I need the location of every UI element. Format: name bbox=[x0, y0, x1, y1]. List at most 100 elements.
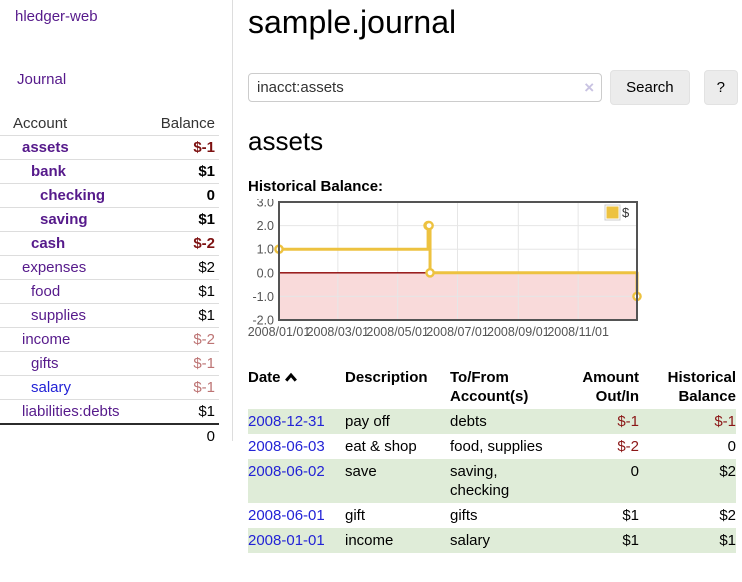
register-accounts: debts bbox=[450, 413, 487, 430]
transaction-date-link[interactable]: 2008-12-31 bbox=[248, 413, 325, 430]
register-date-cell: 2008-01-01 bbox=[248, 528, 345, 553]
register-col-date-label: Date bbox=[248, 369, 281, 386]
register-description: save bbox=[345, 463, 377, 480]
register-accounts: gifts bbox=[450, 507, 478, 524]
svg-text:3.0: 3.0 bbox=[257, 199, 274, 210]
svg-text:2008/03/01: 2008/03/01 bbox=[307, 325, 370, 339]
register-col-balance: Historical Balance bbox=[667, 369, 736, 405]
register-accounts: saving, checking bbox=[450, 463, 510, 499]
register-amount: 0 bbox=[630, 463, 639, 480]
svg-text:-1.0: -1.0 bbox=[252, 290, 274, 304]
account-link[interactable]: checking bbox=[40, 187, 106, 204]
account-row: bank $1 bbox=[0, 159, 219, 184]
register-amount: $-1 bbox=[617, 413, 639, 430]
account-row: assets $-1 bbox=[0, 135, 219, 160]
register-date-cell: 2008-06-03 bbox=[248, 434, 345, 459]
search-help-button[interactable]: ? bbox=[703, 70, 738, 105]
account-name-cell: gifts bbox=[0, 351, 159, 376]
historical-balance-chart: 3.0 2.0 1.0 0.0 -1.0 -2.02008/01/012008/03/01… bbox=[248, 199, 642, 339]
account-link[interactable]: expenses bbox=[22, 259, 87, 276]
transaction-date-link[interactable]: 2008-01-01 bbox=[248, 532, 325, 549]
account-link[interactable]: cash bbox=[31, 235, 66, 252]
accounts-total-row: 0 bbox=[0, 423, 219, 448]
account-name-cell: liabilities:debts bbox=[0, 399, 159, 424]
data-point-marker bbox=[425, 268, 435, 278]
app-title-link[interactable]: hledger-web bbox=[15, 8, 98, 25]
transaction-date-link[interactable]: 2008-06-02 bbox=[248, 463, 325, 480]
register-col-date[interactable]: Date bbox=[248, 365, 345, 409]
sidebar-item-journal[interactable]: Journal bbox=[17, 71, 67, 88]
account-row: cash $-2 bbox=[0, 231, 219, 256]
register-accounts: food, supplies bbox=[450, 438, 543, 455]
sidebar: hledger-web Journal Account Balance asse… bbox=[0, 0, 233, 448]
account-name-cell: assets bbox=[0, 135, 159, 160]
register-header-row: Date Description To/From Account(s) Amou… bbox=[248, 365, 736, 409]
svg-text:2008/01/01: 2008/01/01 bbox=[248, 325, 310, 339]
account-link[interactable]: food bbox=[31, 283, 61, 300]
register-balance: 0 bbox=[727, 438, 736, 455]
register-row: 2008-01-01 income salary $1 $1 bbox=[248, 528, 736, 553]
account-balance: $-1 bbox=[159, 375, 219, 400]
register-col-amount: Amount Out/In bbox=[582, 369, 639, 405]
search-bar: × Search ? bbox=[248, 70, 738, 105]
account-link[interactable]: supplies bbox=[31, 307, 87, 324]
svg-text:2008/09/01: 2008/09/01 bbox=[487, 325, 550, 339]
transaction-date-link[interactable]: 2008-06-01 bbox=[248, 507, 325, 524]
register-date-cell: 2008-06-01 bbox=[248, 503, 345, 528]
sort-ascending-icon bbox=[284, 369, 298, 386]
legend-label: $ bbox=[622, 205, 630, 220]
register-amount: $-2 bbox=[617, 438, 639, 455]
clear-search-icon[interactable]: × bbox=[584, 77, 595, 97]
account-name-cell: salary bbox=[0, 375, 159, 400]
account-balance: $2 bbox=[159, 255, 219, 280]
account-name-cell: checking bbox=[0, 183, 159, 208]
accounts-col-account: Account bbox=[13, 115, 68, 132]
plot-border bbox=[278, 201, 638, 321]
register-description: pay off bbox=[345, 413, 390, 430]
page-title: sample.journal bbox=[248, 4, 457, 40]
search-button[interactable]: Search bbox=[610, 70, 690, 105]
register-col-description: Description bbox=[345, 369, 428, 386]
account-link[interactable]: gifts bbox=[31, 355, 59, 372]
account-row: salary $-1 bbox=[0, 375, 219, 400]
account-balance: $-1 bbox=[159, 135, 219, 160]
accounts-col-balance: Balance bbox=[160, 115, 215, 132]
account-row: liabilities:debts $1 bbox=[0, 399, 219, 424]
data-point-marker bbox=[424, 220, 434, 231]
account-name-cell: bank bbox=[0, 159, 159, 184]
svg-text:1.0: 1.0 bbox=[257, 243, 274, 257]
search-input[interactable] bbox=[248, 73, 603, 102]
svg-text:2008/05/01: 2008/05/01 bbox=[366, 325, 429, 339]
register-table: Date Description To/From Account(s) Amou… bbox=[248, 365, 736, 553]
account-name-cell: saving bbox=[0, 207, 159, 232]
account-heading: assets bbox=[248, 126, 324, 156]
account-row: expenses $2 bbox=[0, 255, 219, 280]
accounts-header-row: Account Balance bbox=[0, 112, 219, 136]
register-row: 2008-12-31 pay off debts $-1 $-1 bbox=[248, 409, 736, 434]
register-row: 2008-06-03 eat & shop food, supplies $-2 0 bbox=[248, 434, 736, 459]
legend-swatch bbox=[606, 206, 619, 219]
register-amount: $1 bbox=[622, 532, 639, 549]
app-title: hledger-web bbox=[15, 8, 232, 25]
account-row: saving $1 bbox=[0, 207, 219, 232]
transaction-date-link[interactable]: 2008-06-03 bbox=[248, 438, 325, 455]
account-link[interactable]: saving bbox=[40, 211, 88, 228]
register-accounts: salary bbox=[450, 532, 491, 549]
account-link[interactable]: liabilities:debts bbox=[22, 403, 120, 420]
svg-text:2.0: 2.0 bbox=[257, 219, 274, 233]
register-description: eat & shop bbox=[345, 438, 417, 455]
account-link[interactable]: assets bbox=[22, 139, 69, 156]
account-link[interactable]: salary bbox=[31, 379, 72, 396]
register-description: gift bbox=[345, 507, 366, 524]
main-content: sample.journal × Search ? assets Histori… bbox=[248, 0, 738, 553]
account-link[interactable]: bank bbox=[31, 163, 67, 180]
account-row: income $-2 bbox=[0, 327, 219, 352]
account-row: gifts $-1 bbox=[0, 351, 219, 376]
account-balance: $-2 bbox=[159, 231, 219, 256]
account-link[interactable]: income bbox=[22, 331, 71, 348]
chart-title: Historical Balance: bbox=[248, 178, 384, 195]
register-balance: $-1 bbox=[714, 413, 736, 430]
account-balance: $-1 bbox=[159, 351, 219, 376]
register-amount: $1 bbox=[622, 507, 639, 524]
register-balance: $1 bbox=[719, 532, 736, 549]
